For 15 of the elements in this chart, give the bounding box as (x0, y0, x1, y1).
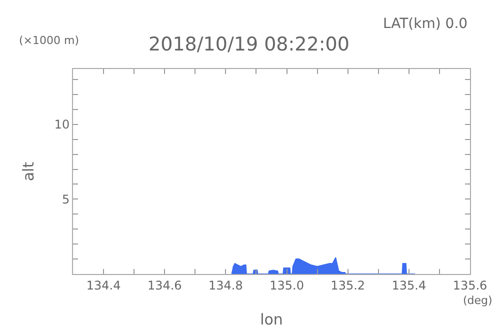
y-axis-title: alt (20, 162, 38, 182)
x-axis-title: lon (260, 310, 283, 328)
x-tick-label: 135.2 (330, 278, 366, 292)
x-tick-label: 134.8 (208, 278, 243, 292)
x-tick-label: 134.4 (86, 278, 121, 292)
x-tick-label: 134.6 (147, 278, 182, 292)
x-tick-label: 135.0 (270, 278, 304, 292)
x-tick-label: 135.4 (392, 278, 426, 292)
x-tick-label: 135.6 (452, 278, 488, 292)
chart-title: 2018/10/19 08:22:00 (148, 33, 350, 56)
text: LAT(km) 0.0 (383, 16, 468, 32)
y-tick-label: 5 (62, 192, 70, 206)
y-tick-label: 10 (54, 118, 70, 132)
text: (deg) (463, 294, 492, 307)
text: (×1000 m) (19, 34, 80, 47)
